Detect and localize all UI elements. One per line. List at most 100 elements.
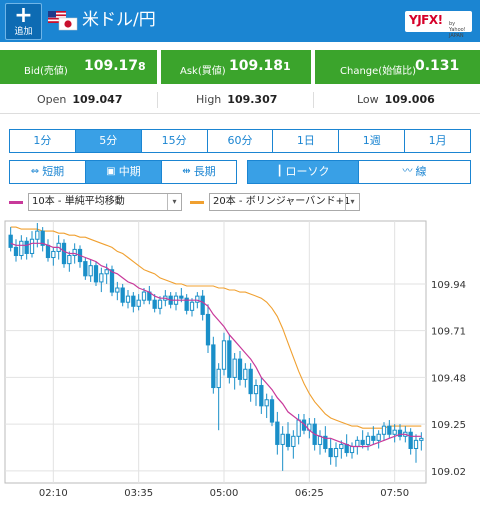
- tab-range-long[interactable]: ⇹ 長期: [162, 161, 236, 183]
- tab-60min[interactable]: 60分: [207, 130, 274, 152]
- candle-body: [232, 358, 237, 378]
- candle: [333, 442, 339, 467]
- candle-body: [83, 261, 88, 277]
- candle-body: [157, 299, 163, 309]
- bollinger-band-lines: [10, 226, 422, 429]
- ohl-row: Open 109.047 High 109.307 Low 109.006: [0, 86, 480, 114]
- candle-body: [333, 447, 339, 458]
- plot-area: [4, 220, 427, 484]
- candle-body: [136, 299, 141, 307]
- candle: [131, 292, 136, 313]
- candle-body: [120, 287, 125, 303]
- candle: [29, 231, 35, 258]
- candle-body: [280, 433, 285, 445]
- candle-body: [355, 439, 360, 447]
- candle: [419, 432, 424, 451]
- price-chart[interactable]: 109.94 109.71 109.48 109.25 109.02 02:10 03:3…: [0, 218, 480, 506]
- candle: [19, 235, 24, 260]
- candle-body: [285, 433, 291, 447]
- candle-body: [189, 301, 195, 311]
- bollinger-select[interactable]: 20本 - ボリンジャーバンド+1 ▾: [209, 193, 360, 211]
- candle: [323, 426, 328, 453]
- tab-1day[interactable]: 1日: [273, 130, 340, 152]
- candle: [243, 363, 248, 388]
- add-button[interactable]: + 追加: [5, 3, 42, 40]
- candle: [125, 290, 131, 309]
- chart-type-tabs: ┃ ローソク 〰線: [247, 160, 471, 184]
- x-tick-label: 05:00: [210, 488, 239, 499]
- candle: [387, 420, 392, 439]
- y-tick-label: 109.48: [431, 373, 466, 384]
- tab-range-short-label: 短期: [42, 165, 65, 178]
- candlestick-icon: ┃: [276, 166, 283, 177]
- candle: [392, 424, 397, 443]
- broker-logo: YJFX! by Yahoo! JAPAN: [405, 11, 472, 39]
- candle: [93, 261, 99, 286]
- candle-body: [19, 240, 24, 257]
- tab-1week[interactable]: 1週: [339, 130, 406, 152]
- ask-label: Ask(買値): [180, 66, 226, 77]
- chevron-down-icon: ▾: [167, 194, 181, 210]
- ask-value: 109.181: [229, 58, 291, 74]
- tab-1month[interactable]: 1月: [405, 130, 471, 152]
- candle-body: [328, 447, 333, 458]
- tab-range-mid-label: 中期: [118, 165, 141, 178]
- candle: [248, 363, 253, 402]
- tab-15min[interactable]: 15分: [141, 130, 208, 152]
- candle: [104, 263, 109, 284]
- open-value: 109.047: [72, 93, 123, 106]
- candle: [152, 294, 157, 313]
- candle: [275, 411, 280, 455]
- sma-select[interactable]: 10本 - 単純平均移動 ▾: [28, 193, 182, 211]
- tab-line[interactable]: 〰線: [359, 161, 470, 183]
- ohl-divider: [157, 92, 158, 108]
- candle-body: [141, 291, 147, 301]
- candle-body: [115, 287, 120, 293]
- low-stat: Low 109.006: [357, 86, 435, 114]
- candle: [269, 395, 275, 427]
- candle: [157, 296, 163, 315]
- candle: [413, 434, 419, 463]
- candle-body: [360, 439, 365, 445]
- candle: [189, 298, 195, 317]
- x-tick-label: 07:50: [380, 488, 409, 499]
- candle: [120, 283, 125, 307]
- change-quote: Change(始値比) 0.131: [315, 50, 480, 84]
- candle: [365, 432, 371, 451]
- ask-value-small: 1: [283, 60, 291, 73]
- tab-5min[interactable]: 5分: [75, 130, 142, 152]
- candle: [216, 363, 221, 431]
- tab-range-short[interactable]: ⇔ 短期: [10, 161, 86, 183]
- candle: [285, 422, 291, 451]
- tab-range-mid[interactable]: ▣ 中期: [86, 161, 162, 183]
- ask-quote: Ask(買値) 109.181: [161, 50, 311, 84]
- candle: [259, 377, 264, 414]
- candle-body: [243, 368, 248, 380]
- candle-body: [264, 399, 269, 407]
- y-tick-label: 109.71: [431, 327, 466, 338]
- candle-body: [109, 269, 115, 293]
- change-label: Change(始値比): [340, 66, 417, 77]
- candle-body: [371, 435, 376, 441]
- candle: [280, 426, 285, 471]
- candle: [8, 227, 13, 252]
- tab-candlestick[interactable]: ┃ ローソク: [248, 161, 359, 183]
- tab-candlestick-label: ローソク: [285, 165, 330, 178]
- bid-quote: Bid(売値) 109.178: [0, 50, 157, 84]
- candle-body: [125, 295, 131, 303]
- candle-body: [259, 385, 264, 407]
- candle: [360, 430, 365, 449]
- candle: [115, 281, 120, 301]
- candle-body: [248, 368, 253, 395]
- tab-1min[interactable]: 1分: [10, 130, 76, 152]
- candle: [397, 424, 403, 441]
- candle-body: [40, 230, 45, 246]
- candle: [205, 304, 211, 354]
- candle: [136, 294, 141, 311]
- candle-body: [93, 265, 99, 283]
- sma-line-group: [10, 242, 422, 448]
- candle-body: [413, 439, 419, 449]
- bollinger-color-swatch: [190, 201, 204, 204]
- candlestick-chart[interactable]: 109.94 109.71 109.48 109.25 109.02 02:10 03:3…: [0, 218, 480, 506]
- bid-value-main: 109.17: [84, 58, 139, 74]
